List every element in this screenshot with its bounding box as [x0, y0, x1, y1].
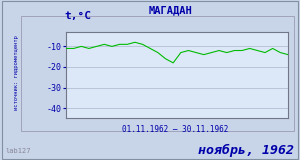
- Text: lab127: lab127: [6, 148, 31, 154]
- Text: ноябрь, 1962: ноябрь, 1962: [198, 144, 294, 157]
- Text: МАГАДАН: МАГАДАН: [149, 5, 193, 15]
- Text: t,°C: t,°C: [64, 11, 92, 21]
- Text: источник: гидрометцентр: источник: гидрометцентр: [14, 35, 19, 110]
- Text: 01.11.1962 – 30.11.1962: 01.11.1962 – 30.11.1962: [122, 125, 229, 134]
